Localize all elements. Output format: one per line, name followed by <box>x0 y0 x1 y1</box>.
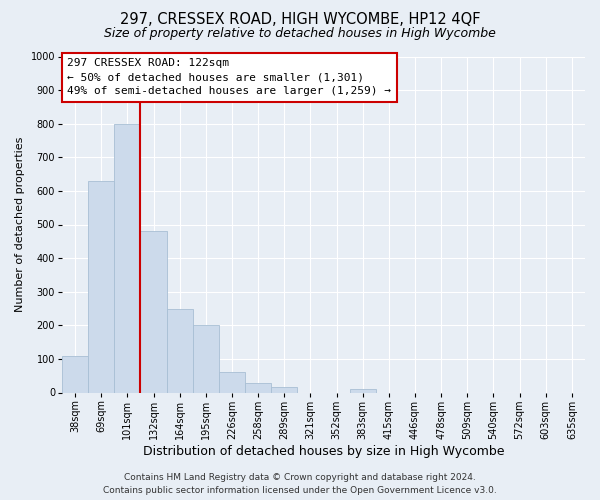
X-axis label: Distribution of detached houses by size in High Wycombe: Distribution of detached houses by size … <box>143 444 504 458</box>
Bar <box>193 326 219 392</box>
Bar <box>140 231 167 392</box>
Text: 297, CRESSEX ROAD, HIGH WYCOMBE, HP12 4QF: 297, CRESSEX ROAD, HIGH WYCOMBE, HP12 4Q… <box>120 12 480 28</box>
Text: Contains HM Land Registry data © Crown copyright and database right 2024.
Contai: Contains HM Land Registry data © Crown c… <box>103 474 497 495</box>
Bar <box>219 372 245 392</box>
Bar <box>115 124 140 392</box>
Bar <box>62 356 88 393</box>
Bar <box>271 388 298 392</box>
Text: Size of property relative to detached houses in High Wycombe: Size of property relative to detached ho… <box>104 28 496 40</box>
Bar <box>350 389 376 392</box>
Bar <box>167 308 193 392</box>
Bar <box>245 383 271 392</box>
Bar <box>88 181 115 392</box>
Text: 297 CRESSEX ROAD: 122sqm
← 50% of detached houses are smaller (1,301)
49% of sem: 297 CRESSEX ROAD: 122sqm ← 50% of detach… <box>67 58 391 96</box>
Y-axis label: Number of detached properties: Number of detached properties <box>15 137 25 312</box>
